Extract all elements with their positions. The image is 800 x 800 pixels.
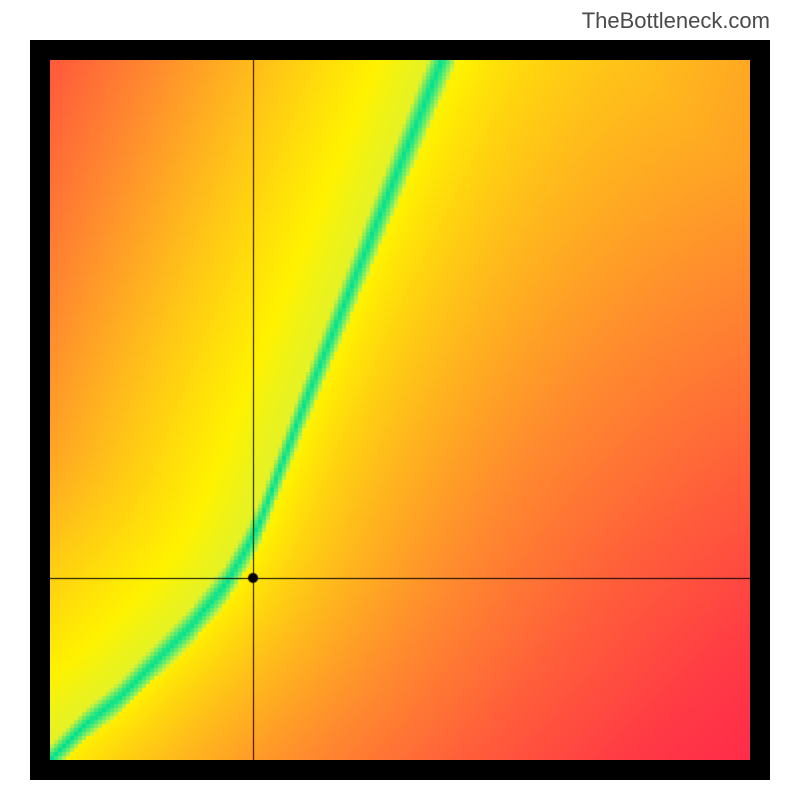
heatmap-chart xyxy=(30,40,770,780)
watermark-text: TheBottleneck.com xyxy=(582,8,770,34)
heatmap-canvas xyxy=(50,60,750,760)
